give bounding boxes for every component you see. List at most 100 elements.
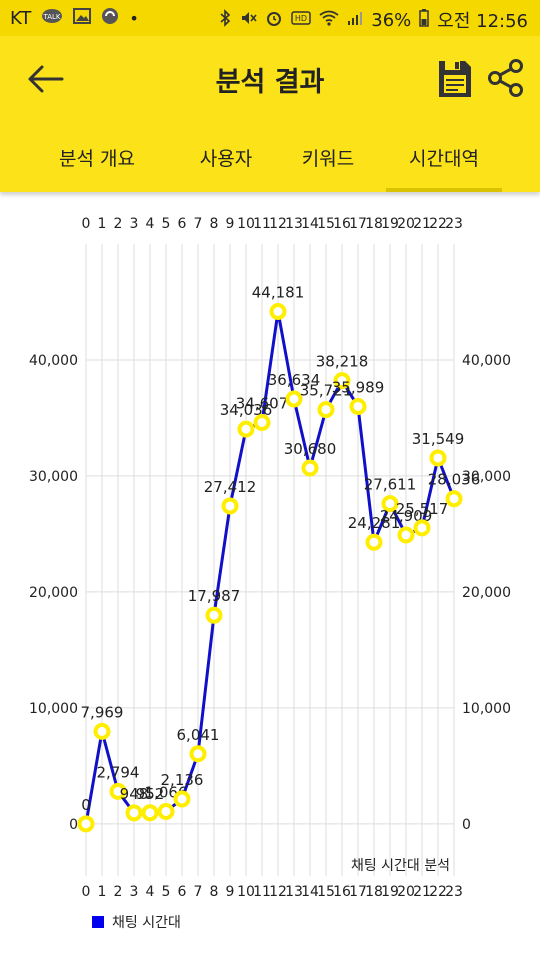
x-tick-label-bottom: 4: [146, 884, 155, 900]
x-tick-label-top: 18: [365, 216, 383, 232]
data-label: 31,549: [412, 430, 465, 448]
data-point: [429, 449, 447, 467]
data-label: 7,969: [81, 703, 124, 721]
data-label: 24,281: [348, 514, 401, 532]
x-tick-label-bottom: 3: [130, 884, 139, 900]
x-tick-label-bottom: 6: [178, 884, 187, 900]
save-icon: [439, 61, 471, 97]
tab-users[interactable]: 사용자: [199, 148, 253, 170]
x-tick-label-bottom: 13: [285, 884, 303, 900]
x-tick-label-top: 4: [146, 216, 155, 232]
x-tick-label-bottom: 8: [210, 884, 219, 900]
y-tick-label-left: 10,000: [29, 701, 78, 717]
x-tick-label-top: 11: [253, 216, 271, 232]
y-tick-label-left: 40,000: [29, 353, 78, 369]
data-label: 25,517: [396, 500, 449, 518]
data-label: 35,989: [332, 378, 385, 396]
tab-time-range[interactable]: 시간대역: [409, 148, 479, 170]
data-point: [269, 302, 287, 320]
x-tick-label-bottom: 14: [301, 884, 319, 900]
x-tick-label-bottom: 0: [82, 884, 91, 900]
hd-icon: HD: [291, 10, 312, 30]
x-tick-label-top: 5: [162, 216, 171, 232]
carrier-label: KT: [10, 8, 32, 29]
data-label: 17,987: [188, 587, 241, 605]
data-label: 6,041: [177, 726, 220, 744]
data-point: [125, 804, 143, 822]
y-tick-label-right: 20,000: [462, 585, 511, 601]
mute-icon: [239, 9, 257, 32]
x-tick-label-top: 3: [130, 216, 139, 232]
data-point: [253, 414, 271, 432]
y-tick-label-left: 30,000: [29, 469, 78, 485]
alarm-icon: [265, 9, 283, 32]
data-label: 2,136: [161, 771, 204, 789]
data-label: 34,607: [236, 395, 289, 413]
data-point: [141, 804, 159, 822]
data-point: [349, 397, 367, 415]
x-tick-label-top: 7: [194, 216, 203, 232]
y-tick-label-right: 0: [462, 817, 471, 833]
tab-bar: 분석 개요 사용자 키워드 시간대역: [0, 122, 540, 192]
image-icon: [73, 8, 92, 29]
x-tick-label-top: 20: [397, 216, 415, 232]
data-label: 28,036: [428, 471, 481, 489]
data-point: [445, 490, 463, 508]
data-point: [77, 815, 95, 833]
y-tick-label-left: 20,000: [29, 585, 78, 601]
x-tick-label-top: 22: [429, 216, 447, 232]
save-button[interactable]: [436, 58, 474, 100]
wifi-icon: [319, 10, 339, 31]
data-point: [381, 495, 399, 513]
line-chart: 0 0 1 1 2 2 3 3 4 4 5 5 6 6 7 7 8 8 9 9 10 10 11 11 12 12 13 13 14 14…: [0, 200, 540, 900]
signal-icon: [347, 10, 363, 31]
svg-text:HD: HD: [295, 14, 307, 23]
data-point: [173, 790, 191, 808]
x-tick-label-top: 16: [333, 216, 351, 232]
data-label: 36,634: [268, 371, 321, 389]
battery-percent: 36%: [371, 9, 412, 31]
back-button[interactable]: [22, 56, 68, 102]
talk-icon: TALK: [41, 8, 63, 29]
x-tick-label-bottom: 20: [397, 884, 415, 900]
tab-overview[interactable]: 분석 개요: [59, 148, 135, 170]
data-point: [157, 802, 175, 820]
data-point: [397, 526, 415, 544]
x-tick-label-top: 9: [226, 216, 235, 232]
x-tick-label-top: 0: [82, 216, 91, 232]
data-label: 2,794: [97, 763, 140, 781]
x-tick-label-top: 23: [445, 216, 463, 232]
clock: 오전 12:56: [437, 11, 528, 32]
data-point: [221, 497, 239, 515]
x-tick-label-bottom: 7: [194, 884, 203, 900]
x-tick-label-bottom: 9: [226, 884, 235, 900]
chart-legend: 채팅 시간대: [92, 912, 181, 932]
x-tick-label-bottom: 1: [98, 884, 107, 900]
chart-description: 채팅 시간대 분석: [351, 858, 450, 874]
arrow-left-icon: [28, 65, 64, 93]
y-tick-label-right: 10,000: [462, 701, 511, 717]
selected-tab-indicator: [386, 188, 502, 192]
x-tick-label-bottom: 21: [413, 884, 431, 900]
data-point: [189, 745, 207, 763]
data-label: 27,412: [204, 478, 257, 496]
data-point: [237, 420, 255, 438]
data-point: [205, 606, 223, 624]
x-tick-label-bottom: 11: [253, 884, 271, 900]
page-title: 분석 결과: [215, 67, 325, 98]
x-tick-label-bottom: 16: [333, 884, 351, 900]
share-button[interactable]: [486, 58, 526, 98]
x-tick-label-bottom: 23: [445, 884, 463, 900]
x-tick-label-bottom: 10: [237, 884, 255, 900]
data-label: 948: [120, 785, 149, 803]
tab-keywords[interactable]: 키워드: [301, 148, 355, 170]
data-label: 38,218: [316, 353, 369, 371]
x-tick-label-top: 8: [210, 216, 219, 232]
bluetooth-icon: [219, 8, 231, 32]
x-tick-label-top: 1: [98, 216, 107, 232]
data-point: [413, 519, 431, 537]
dot-icon: •: [129, 8, 139, 28]
sync-icon: [101, 7, 119, 30]
x-tick-label-bottom: 2: [114, 884, 123, 900]
x-tick-label-bottom: 12: [269, 884, 287, 900]
